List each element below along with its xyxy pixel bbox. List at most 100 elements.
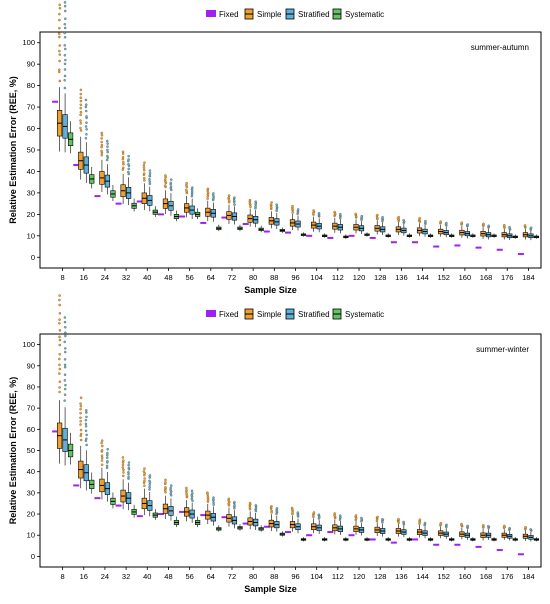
x-tick-label: 168 xyxy=(480,273,493,282)
outlier xyxy=(84,418,88,422)
outlier xyxy=(79,402,82,405)
box-stratified xyxy=(443,523,449,539)
box-simple xyxy=(416,216,423,237)
outlier xyxy=(248,198,252,202)
box-stratified xyxy=(295,511,301,534)
fixed-marker xyxy=(73,484,80,487)
box-systematic xyxy=(300,232,307,237)
box-simple xyxy=(353,514,359,535)
outlier xyxy=(106,456,109,460)
box-simple xyxy=(311,511,317,534)
x-tick-label: 88 xyxy=(270,273,278,282)
box-stratified xyxy=(147,474,153,517)
x-tick-label: 168 xyxy=(480,572,493,581)
outlier xyxy=(84,429,88,433)
outlier xyxy=(529,528,532,531)
outlier xyxy=(79,404,83,408)
legend-key-fixed xyxy=(206,10,216,17)
outlier xyxy=(100,145,103,149)
fixed-marker xyxy=(454,244,461,247)
outlier xyxy=(191,186,194,189)
box-systematic xyxy=(279,227,285,233)
outlier xyxy=(291,211,294,214)
outlier xyxy=(275,203,278,206)
x-tick-label: 72 xyxy=(228,572,236,581)
y-tick-label: 100 xyxy=(22,340,35,349)
fixed-marker xyxy=(433,543,440,546)
outlier xyxy=(122,459,125,462)
outlier xyxy=(58,367,62,371)
outlier xyxy=(185,488,188,492)
outlier xyxy=(143,161,146,164)
box-systematic xyxy=(343,537,349,542)
legend-label-simple: Simple xyxy=(257,310,282,319)
fixed-marker xyxy=(263,525,270,528)
box-systematic xyxy=(89,472,95,494)
outlier xyxy=(487,224,491,228)
outlier xyxy=(460,221,463,224)
outlier xyxy=(64,347,67,350)
outlier xyxy=(100,143,104,147)
box-stratified xyxy=(443,221,449,238)
box-stratified xyxy=(485,524,492,540)
x-tick-label: 64 xyxy=(207,572,215,581)
outlier xyxy=(100,134,104,137)
outlier xyxy=(127,162,130,166)
box-simple xyxy=(162,478,169,520)
box-simple xyxy=(416,518,423,538)
fixed-marker xyxy=(496,248,503,251)
outlier xyxy=(64,9,67,13)
outlier xyxy=(206,197,209,200)
box-systematic xyxy=(89,166,95,189)
outlier xyxy=(233,500,236,504)
outlier xyxy=(185,492,188,496)
outlier xyxy=(100,153,104,157)
outlier xyxy=(58,386,61,389)
outlier xyxy=(121,466,125,469)
outlier xyxy=(269,203,273,206)
outlier xyxy=(58,303,61,307)
box-simple xyxy=(247,501,253,530)
fixed-marker xyxy=(517,253,524,256)
y-tick-label: 50 xyxy=(27,446,35,455)
box-stratified xyxy=(422,521,428,539)
x-tick-label: 40 xyxy=(143,273,151,282)
outlier xyxy=(58,298,61,302)
outlier xyxy=(148,174,152,177)
outlier xyxy=(100,137,103,140)
box-simple xyxy=(162,174,169,215)
box-systematic xyxy=(491,233,497,238)
outlier xyxy=(64,334,67,338)
outlier xyxy=(79,396,83,400)
legend-item-simple: Simple xyxy=(244,8,282,20)
y-tick-label: 40 xyxy=(27,467,35,476)
box-stratified xyxy=(168,178,174,216)
outlier xyxy=(127,158,130,161)
fixed-marker xyxy=(115,202,122,205)
outlier xyxy=(63,53,67,57)
outlier xyxy=(206,191,210,194)
box-simple xyxy=(522,224,529,240)
outlier xyxy=(63,44,66,47)
box-systematic xyxy=(449,233,455,238)
outlier xyxy=(248,506,252,509)
box-systematic xyxy=(427,233,434,238)
outlier xyxy=(254,200,257,203)
box-simple xyxy=(501,524,507,540)
outlier xyxy=(312,511,316,514)
x-tick-label: 128 xyxy=(374,572,387,581)
outlier xyxy=(524,525,527,529)
outlier xyxy=(106,448,109,451)
outlier xyxy=(58,363,61,367)
outlier xyxy=(142,172,146,175)
box-systematic xyxy=(152,509,158,520)
box-stratified xyxy=(401,219,407,236)
outlier xyxy=(63,363,67,367)
outlier xyxy=(79,423,82,426)
outlier xyxy=(79,419,82,423)
fixed-marker xyxy=(285,231,291,234)
box-systematic xyxy=(173,210,180,222)
fixed-marker xyxy=(306,234,313,237)
outlier xyxy=(100,131,104,135)
